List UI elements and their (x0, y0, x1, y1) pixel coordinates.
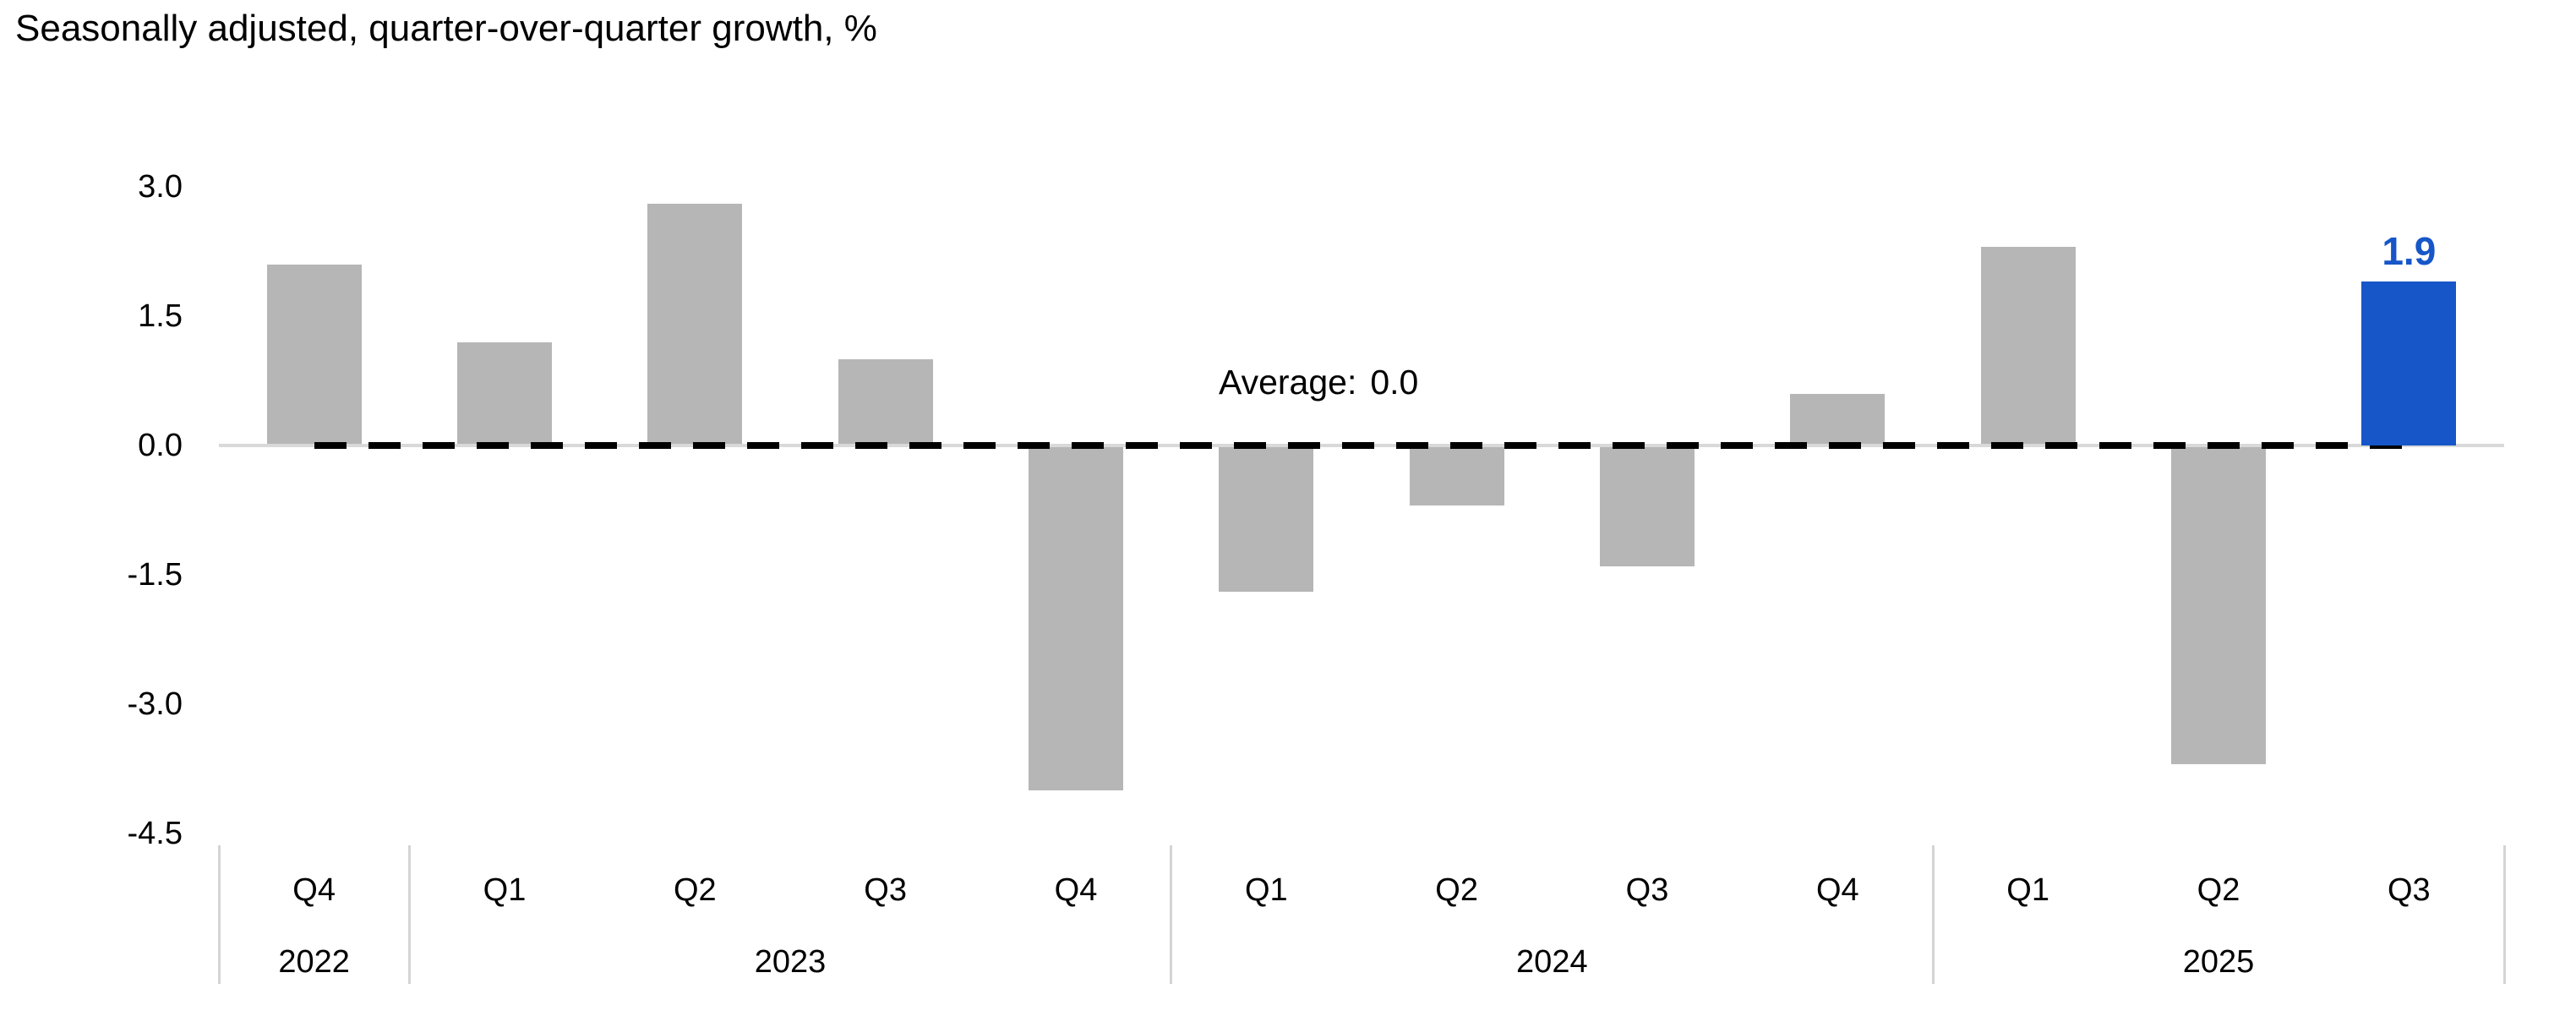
year-label-2025: 2025 (2182, 944, 2255, 980)
quarter-label-2022-Q4: Q4 (292, 872, 336, 908)
chart-title: Seasonally adjusted, quarter-over-quarte… (15, 8, 877, 49)
quarter-label-2024-Q3: Q3 (1625, 872, 1669, 908)
quarter-label-2023-Q1: Q1 (483, 872, 527, 908)
year-separator (217, 845, 221, 984)
bar-value-label: 1.9 (2382, 229, 2437, 274)
quarter-label-2023-Q4: Q4 (1054, 872, 1098, 908)
average-dashed-line (314, 442, 2410, 449)
y-tick-label--4.5: -4.5 (127, 816, 183, 851)
bar-2022-Q4 (266, 264, 362, 445)
bar-2023-Q4 (1029, 445, 1123, 790)
quarter-label-2025-Q3: Q3 (2387, 872, 2431, 908)
bar-2023-Q1 (457, 342, 552, 445)
y-tick-label--3.0: -3.0 (127, 686, 183, 722)
y-tick-label-1.5: 1.5 (138, 298, 183, 334)
bar-2023-Q2 (647, 204, 743, 445)
y-tick-label-3.0: 3.0 (138, 169, 183, 205)
bar-2025-Q2 (2171, 445, 2266, 765)
average-annotation: Average: 0.0 (1219, 362, 1418, 402)
bar-2023-Q3 (838, 359, 933, 445)
quarter-label-2023-Q3: Q3 (864, 872, 907, 908)
quarter-label-2024-Q4: Q4 (1815, 872, 1859, 908)
bar-2025-Q1 (1980, 247, 2076, 445)
year-separator (1931, 845, 1935, 984)
quarter-label-2023-Q2: Q2 (673, 872, 717, 908)
bar-2024-Q3 (1600, 445, 1695, 566)
year-label-2024: 2024 (1516, 944, 1588, 980)
quarter-label-2025-Q1: Q1 (2006, 872, 2049, 908)
bar-2024-Q2 (1409, 445, 1504, 506)
bar-2024-Q4 (1790, 393, 1886, 445)
year-separator (2502, 845, 2506, 984)
year-separator (1170, 845, 1173, 984)
bar-2025-Q3 (2361, 281, 2457, 445)
year-label-2023: 2023 (754, 944, 827, 980)
y-tick-label-0.0: 0.0 (138, 428, 183, 463)
y-tick-label--1.5: -1.5 (127, 557, 183, 593)
year-separator (407, 845, 411, 984)
average-annotation-label: Average: (1219, 363, 1357, 402)
quarter-label-2024-Q1: Q1 (1244, 872, 1288, 908)
average-annotation-value: 0.0 (1370, 363, 1419, 402)
quarter-label-2024-Q2: Q2 (1435, 872, 1478, 908)
quarter-label-2025-Q2: Q2 (2197, 872, 2240, 908)
bar-2024-Q1 (1219, 445, 1314, 593)
year-label-2022: 2022 (278, 944, 350, 980)
